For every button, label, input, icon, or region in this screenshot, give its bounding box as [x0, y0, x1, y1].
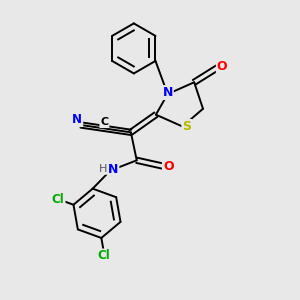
Text: C: C: [100, 117, 108, 127]
Text: S: S: [182, 120, 191, 133]
Text: H: H: [99, 164, 107, 174]
Text: N: N: [163, 86, 173, 99]
Text: O: O: [163, 160, 174, 173]
Text: Cl: Cl: [98, 250, 110, 262]
Text: O: O: [217, 60, 227, 73]
Text: N: N: [108, 163, 119, 176]
Text: Cl: Cl: [52, 193, 64, 206]
Text: N: N: [72, 113, 82, 126]
